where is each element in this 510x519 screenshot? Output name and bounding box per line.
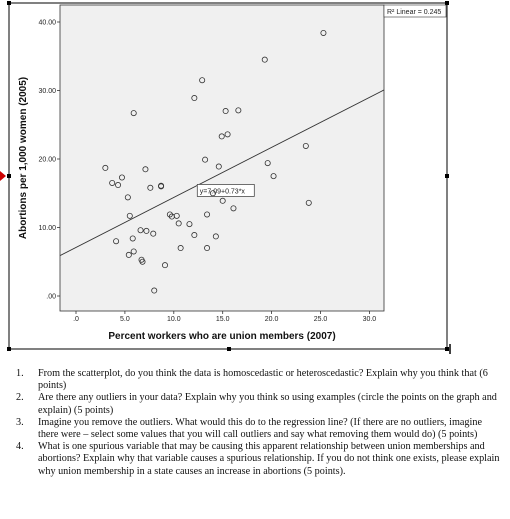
resize-handle-right[interactable]: [445, 174, 449, 178]
data-point: [130, 248, 137, 255]
data-point: [113, 238, 120, 245]
scatter-chart: R² Linear = 0.245 .0 5.0 10.0 15.0 20.0 25.0 3…: [0, 1, 451, 354]
data-point: [191, 95, 198, 102]
data-point: [161, 262, 168, 269]
resize-handle-top-right[interactable]: [445, 1, 449, 5]
data-point: [215, 163, 222, 170]
question-text: Imagine you remove the outliers. What wo…: [38, 416, 482, 441]
resize-handle-bottom-right[interactable]: [445, 347, 449, 351]
plot-area: [59, 4, 385, 312]
r2-box: [383, 4, 447, 18]
resize-handle-bottom[interactable]: [227, 347, 231, 351]
data-point: [186, 221, 193, 228]
data-point: [199, 77, 206, 84]
data-point: [126, 212, 133, 219]
y-axis-title: Abortions per 1,000 women (2005): [18, 77, 29, 239]
x-tick-label: .0: [73, 316, 79, 323]
data-point: [235, 107, 242, 114]
data-point: [102, 164, 109, 171]
data-point: [129, 235, 136, 242]
data-point: [218, 133, 225, 140]
question-text: From the scatterplot, do you think the d…: [38, 368, 488, 392]
data-point: [109, 179, 116, 186]
data-point: [139, 258, 146, 265]
data-points: [102, 29, 327, 294]
resize-handle-top-left[interactable]: [7, 1, 11, 5]
r2-label: R² Linear = 0.245: [387, 9, 441, 16]
data-point: [125, 251, 132, 258]
question-text: What is one spurious variable that may b…: [38, 441, 500, 477]
data-point: [204, 245, 211, 252]
x-axis-title: Percent workers who are union members (2…: [108, 331, 335, 342]
data-point: [261, 56, 268, 63]
data-point: [222, 108, 229, 115]
y-tick-label: 40.00: [38, 20, 56, 27]
question-text: Are there any outliers in your data? Exp…: [38, 392, 497, 416]
question-number: 3.: [16, 416, 24, 428]
y-tick-label: 10.00: [38, 225, 56, 232]
data-point: [191, 232, 198, 239]
y-tick-label: .00: [46, 294, 56, 301]
data-point: [137, 227, 144, 234]
data-point: [115, 182, 122, 189]
red-arrow-icon[interactable]: [0, 171, 6, 181]
question-item: 3. Imagine you remove the outliers. What …: [12, 417, 500, 441]
data-point: [118, 174, 125, 181]
question-number: 2.: [16, 392, 24, 404]
x-tick-label: 25.0: [314, 316, 328, 323]
resize-handle-left[interactable]: [7, 174, 11, 178]
y-tick-label: 20.00: [38, 157, 56, 164]
data-point: [204, 211, 211, 218]
data-point: [130, 110, 137, 117]
data-point: [264, 160, 271, 167]
x-tick-label: 20.0: [265, 316, 279, 323]
data-point: [224, 131, 231, 138]
y-tick-label: 30.00: [38, 88, 56, 95]
data-point: [212, 233, 219, 240]
equation-label: y=7.09+0.73*x: [200, 188, 246, 195]
x-tick-label: 15.0: [216, 316, 230, 323]
x-axis: .0 5.0 10.0 15.0 20.0 25.0 30.0: [73, 311, 376, 323]
data-point: [158, 183, 165, 190]
data-point: [151, 287, 158, 294]
x-tick-label: 30.0: [363, 316, 377, 323]
question-item: 4. What is one spurious variable that may…: [12, 441, 500, 478]
data-point: [302, 142, 309, 149]
resize-handle-bottom-left[interactable]: [7, 347, 11, 351]
data-point: [175, 220, 182, 227]
y-axis: .00 10.00 20.00 30.00 40.00: [38, 20, 60, 301]
data-point: [202, 156, 209, 163]
question-number: 4.: [16, 441, 24, 453]
regression-line: [59, 89, 385, 257]
equation-label-box: [196, 184, 255, 197]
data-point: [305, 199, 312, 206]
question-item: 2. Are there any outliers in your data? E…: [12, 392, 500, 416]
x-tick-label: 5.0: [120, 316, 130, 323]
data-point: [142, 166, 149, 173]
data-point: [209, 190, 216, 197]
question-list: 1. From the scatterplot, do you think the…: [12, 368, 500, 478]
question-item: 1. From the scatterplot, do you think the…: [12, 368, 500, 392]
data-point: [166, 211, 173, 218]
data-point: [143, 227, 150, 234]
data-point: [320, 29, 327, 36]
data-point: [150, 230, 157, 237]
data-point: [219, 197, 226, 204]
data-point: [147, 184, 154, 191]
data-point: [177, 245, 184, 252]
data-point: [173, 212, 180, 219]
data-point: [230, 205, 237, 212]
data-point: [270, 173, 277, 180]
regression-line-group: y=7.09+0.73*x: [59, 89, 385, 257]
question-number: 1.: [16, 368, 24, 379]
x-tick-label: 10.0: [167, 316, 181, 323]
data-point: [124, 194, 131, 201]
